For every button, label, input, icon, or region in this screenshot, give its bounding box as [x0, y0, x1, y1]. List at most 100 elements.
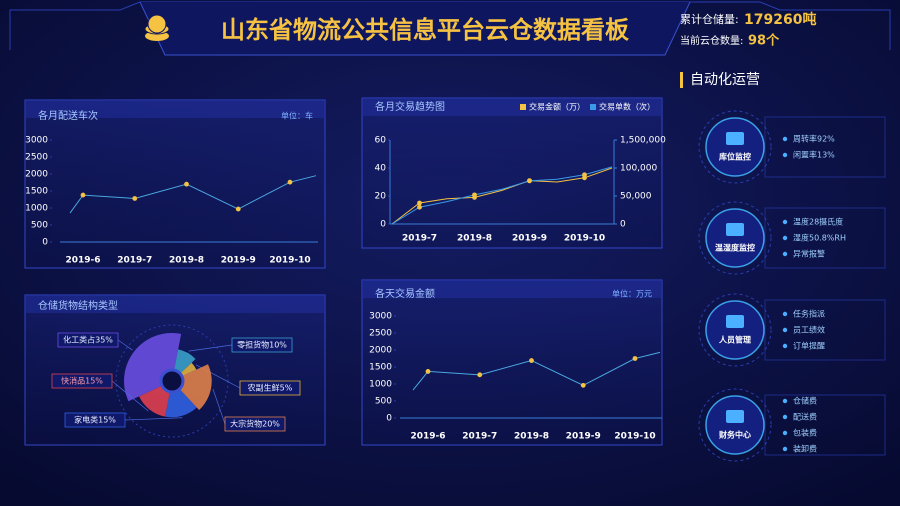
y-tick-label: 3000 — [25, 136, 48, 146]
series-line — [391, 167, 613, 225]
item-circle — [705, 117, 765, 177]
data-point — [235, 206, 241, 212]
item-line: 周转率92% — [793, 134, 835, 144]
leader-line — [124, 417, 183, 421]
data-point — [582, 172, 587, 178]
panel-title: 各月配送车次 — [38, 109, 98, 122]
panel-header — [25, 295, 325, 313]
legend-label: 交易金额（万） — [529, 102, 585, 112]
x-tick-label: 2019-6 — [65, 256, 100, 266]
item-name: 人员管理 — [719, 335, 751, 345]
data-point — [417, 200, 422, 206]
bullet — [782, 327, 788, 333]
y-tick-label: 0 — [380, 220, 386, 230]
x-tick-label: 2019-7 — [117, 256, 152, 266]
data-point — [527, 178, 532, 184]
pie-slice — [180, 362, 197, 376]
data-point — [529, 358, 534, 363]
item-line: 订单提醒 — [793, 341, 825, 351]
y-tick-label: 1500 — [25, 187, 48, 197]
item-line: 任务指派 — [793, 309, 825, 319]
item-name: 财务中心 — [718, 430, 751, 440]
x-tick-label: 2019-10 — [269, 256, 310, 266]
slice-label: 化工类占35% — [63, 335, 113, 345]
y-tick-label: 40 — [375, 164, 387, 174]
bullet — [782, 251, 788, 257]
x-tick-label: 2019-7 — [462, 432, 497, 442]
item-ring — [698, 201, 772, 275]
y-tick-label: 1000 — [369, 380, 392, 390]
data-point — [580, 382, 586, 388]
leader-line — [117, 339, 133, 351]
data-point — [477, 372, 483, 378]
y-tick-label: 2500 — [25, 153, 48, 163]
bullet — [782, 446, 788, 452]
data-point — [472, 192, 477, 198]
y-tick-label: 3000 — [369, 312, 392, 322]
bullet — [782, 430, 788, 436]
x-tick-label: 2019-10 — [564, 234, 605, 244]
data-point — [132, 196, 138, 201]
section-marker — [680, 72, 683, 88]
data-point — [80, 192, 86, 198]
item-ring — [698, 388, 772, 462]
item-line: 湿度50.8%RH — [793, 233, 846, 243]
x-tick-label: 2019-9 — [221, 256, 256, 266]
bullet — [782, 152, 788, 158]
slice-label: 大宗货物20% — [230, 419, 280, 429]
legend-swatch — [590, 104, 596, 110]
coin-icon — [144, 14, 170, 41]
x-tick-label: 2019-7 — [402, 234, 437, 244]
data-point — [632, 356, 638, 361]
x-tick-label: 2019-6 — [410, 432, 445, 442]
pie-hole — [159, 368, 185, 394]
item-circle — [705, 300, 765, 360]
bullet — [782, 398, 788, 404]
label-box — [239, 380, 301, 396]
unit-label: 单位：万元 — [612, 289, 652, 299]
data-point — [417, 204, 422, 210]
item-line: 包装费 — [793, 428, 817, 438]
panel-title: 各月交易趋势图 — [375, 100, 445, 113]
leader-line — [111, 380, 149, 412]
pie-slice — [123, 333, 182, 402]
y-tick-label: 20 — [375, 192, 387, 202]
data-point — [425, 369, 431, 374]
item-frame — [764, 207, 886, 269]
bullet — [782, 219, 788, 225]
item-line: 温度28摄氏度 — [793, 217, 843, 227]
item-icon — [726, 132, 744, 145]
y-tick-label: 0 — [42, 238, 48, 248]
bullet — [782, 414, 788, 420]
bullet — [782, 311, 788, 317]
pie-ring — [115, 324, 229, 438]
y-tick-label: 2000 — [369, 346, 392, 356]
item-circle — [705, 395, 765, 455]
panel-header — [362, 280, 662, 298]
panel — [361, 97, 663, 249]
item-circle — [705, 208, 765, 268]
item-icon — [726, 315, 744, 328]
item-line: 员工绩效 — [793, 325, 825, 335]
item-line: 装卸费 — [793, 444, 817, 454]
slice-label: 快消品15% — [61, 376, 103, 386]
x-tick-label: 2019-10 — [614, 432, 655, 442]
x-tick-label: 2019-9 — [566, 432, 601, 442]
x-tick-label: 2019-8 — [169, 256, 204, 266]
stat-label: 累计仓储量: — [680, 12, 739, 26]
y2-tick-label: 50,000 — [620, 192, 652, 202]
leader-line — [212, 388, 226, 425]
y-tick-label: 2000 — [25, 170, 48, 180]
label-box — [224, 416, 286, 432]
pie-slice — [174, 349, 196, 373]
stat-label: 当前云仓数量: — [680, 34, 743, 47]
item-line: 异常报警 — [793, 249, 825, 259]
pie-slice — [165, 389, 197, 418]
item-ring — [698, 293, 772, 367]
pie-slice — [180, 364, 212, 411]
series-line — [391, 166, 613, 225]
bullet — [782, 343, 788, 349]
label-box — [51, 373, 113, 389]
